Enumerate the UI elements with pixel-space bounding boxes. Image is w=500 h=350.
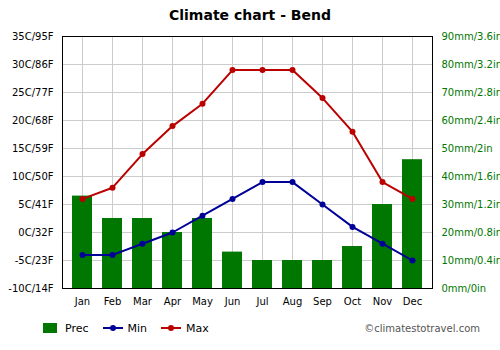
svg-text:-5C/23F: -5C/23F [15, 255, 54, 266]
svg-text:80mm/3.2in: 80mm/3.2in [442, 59, 500, 70]
svg-text:10mm/0.4in: 10mm/0.4in [442, 255, 500, 266]
svg-text:Feb: Feb [104, 296, 122, 307]
html-text:Max: Max [186, 321, 209, 335]
svg-text:25C/77F: 25C/77F [12, 87, 54, 98]
svg-text:50mm/2in: 50mm/2in [442, 143, 493, 154]
svg-text:90mm/3.6in: 90mm/3.6in [442, 31, 500, 42]
svg-text:Jul: Jul [255, 296, 268, 307]
svg-text:Oct: Oct [344, 296, 361, 307]
svg-text:20mm/0.8in: 20mm/0.8in [442, 227, 500, 238]
svg-text:Jun: Jun [224, 296, 241, 307]
svg-text:Dec: Dec [403, 296, 422, 307]
svg-text:20C/68F: 20C/68F [12, 115, 54, 126]
svg-text:30mm/1.2in: 30mm/1.2in [442, 199, 500, 210]
svg-text:5C/41F: 5C/41F [18, 199, 53, 210]
svg-text:70mm/2.8in: 70mm/2.8in [442, 87, 500, 98]
svg-text:Apr: Apr [164, 296, 182, 307]
svg-text:0C/32F: 0C/32F [18, 227, 53, 238]
svg-text:35C/95F: 35C/95F [12, 31, 54, 42]
svg-text:Nov: Nov [373, 296, 393, 307]
svg-text:Sep: Sep [313, 296, 332, 307]
svg-text:Mar: Mar [133, 296, 153, 307]
svg-text:10C/50F: 10C/50F [12, 171, 54, 182]
html-text:Min: Min [127, 321, 148, 335]
html-text:Prec: Prec [65, 321, 89, 335]
svg-text:Jan: Jan [74, 296, 90, 307]
svg-text:30C/86F: 30C/86F [12, 59, 54, 70]
html-text:©climatestotravel.com: ©climatestotravel.com [364, 322, 480, 334]
svg-text:15C/59F: 15C/59F [12, 143, 54, 154]
svg-text:60mm/2.4in: 60mm/2.4in [442, 115, 500, 126]
svg-text:-10C/14F: -10C/14F [8, 283, 53, 294]
html-text:Climate chart - Bend: Climate chart - Bend [169, 7, 331, 23]
svg-text:May: May [192, 296, 213, 307]
svg-text:40mm/1.6in: 40mm/1.6in [442, 171, 500, 182]
svg-text:Aug: Aug [283, 296, 303, 307]
svg-text:0mm/0in: 0mm/0in [442, 283, 487, 294]
